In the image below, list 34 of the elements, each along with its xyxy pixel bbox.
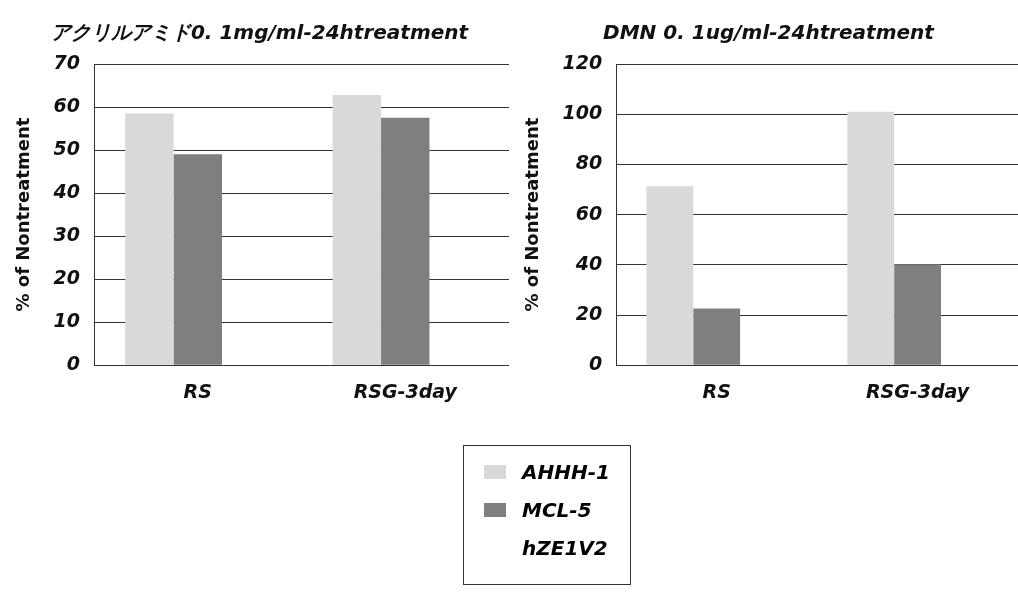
text: hZE1V2 <box>522 536 608 560</box>
y-tick-label: 0 <box>589 352 603 375</box>
y-tick-label: 30 <box>53 223 81 246</box>
y-tick-label: 20 <box>53 266 81 289</box>
bar <box>894 264 941 365</box>
x-tick-label: RSG-3day <box>865 379 971 402</box>
y-tick-label: 50 <box>53 136 81 159</box>
y-tick-label: 40 <box>52 180 81 203</box>
legend-label: MCL-5 <box>522 498 592 522</box>
y-tick-label: 100 <box>562 101 603 124</box>
y-axis-title: % of Nontreatment <box>521 117 543 312</box>
bar <box>847 111 895 365</box>
chart-title: アクリルアミド0. 1mg/ml-24htreatment <box>50 20 470 45</box>
x-tick-label: RS <box>702 379 731 402</box>
chart-title: DMN 0. 1ug/ml-24htreatment <box>603 20 936 45</box>
y-axis-title: % of Nontreatment <box>12 117 34 312</box>
bar <box>332 94 382 365</box>
bar <box>646 186 694 365</box>
y-tick-label: 70 <box>53 50 81 73</box>
y-tick-label: 20 <box>575 301 603 324</box>
bar <box>173 154 222 365</box>
x-tick-label: RSG-3day <box>353 379 459 402</box>
y-tick-label: 80 <box>575 151 603 174</box>
y-tick-label: 120 <box>562 50 603 73</box>
y-tick-label: 60 <box>53 93 81 116</box>
legend-label: AHHH-1 <box>522 460 610 484</box>
bar <box>381 117 430 365</box>
y-tick-label: 40 <box>574 251 603 274</box>
bar <box>693 308 741 365</box>
x-tick-label: RS <box>183 379 212 402</box>
y-tick-label: 0 <box>66 352 81 375</box>
y-tick-label: 10 <box>53 309 81 332</box>
y-tick-label: 60 <box>575 201 603 224</box>
bar <box>125 113 174 365</box>
